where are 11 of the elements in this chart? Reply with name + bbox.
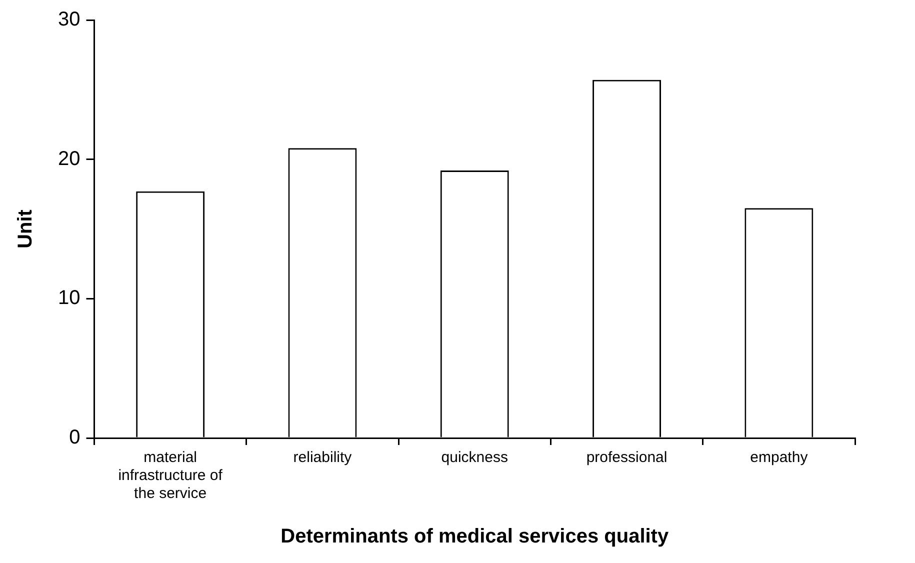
x-tick-label: professional (586, 449, 668, 466)
y-tick-label: 30 (58, 8, 80, 31)
x-tick-label: empathy (750, 449, 808, 466)
x-tick-label: quickness (441, 449, 508, 466)
y-tick-label: 0 (69, 426, 80, 449)
x-tick-label: reliability (293, 449, 352, 466)
x-tick-label: material infrastructure of the service (118, 449, 224, 502)
y-tick-label: 10 (58, 287, 80, 310)
x-axis-title: Determinants of medical services quality (280, 526, 670, 548)
y-tick-label: 20 (58, 148, 80, 170)
y-axis-title: Unit (14, 209, 37, 248)
